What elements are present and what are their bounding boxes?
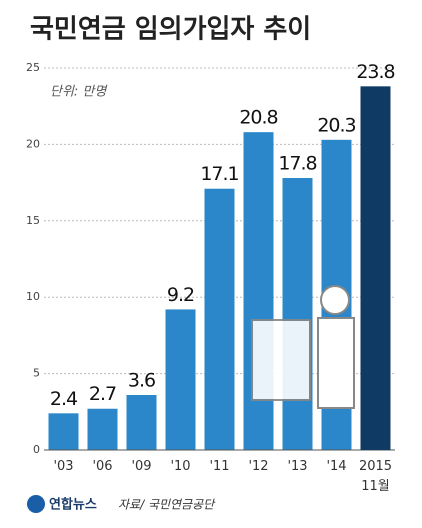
y-tick-label: 25 <box>26 61 40 74</box>
value-label: 2.4 <box>50 388 78 410</box>
value-label: 23.8 <box>356 61 394 83</box>
y-tick-label: 15 <box>26 214 40 227</box>
illustration <box>251 285 355 409</box>
bar <box>48 413 79 450</box>
bar <box>87 408 118 450</box>
bar <box>243 132 274 450</box>
y-tick-label: 10 <box>26 290 40 303</box>
chart-title: 국민연금 임의가입자 추이 <box>30 15 311 45</box>
x-tick-label: '10 <box>170 459 190 474</box>
logo-icon <box>27 495 45 513</box>
y-tick-label: 5 <box>33 367 40 380</box>
x-tick-label: '14 <box>326 459 346 474</box>
value-label: 3.6 <box>128 369 155 391</box>
value-label: 17.1 <box>200 163 238 185</box>
bar <box>204 188 235 450</box>
value-label: 9.2 <box>167 284 194 306</box>
bar <box>165 309 196 450</box>
value-label: 20.8 <box>239 107 277 129</box>
bar <box>360 86 391 450</box>
x-tick-label: '11 <box>209 459 229 474</box>
x-tick-label: '09 <box>131 459 151 474</box>
unit-note: 단위: 만명 <box>50 85 108 100</box>
logo: 연합뉴스 <box>49 497 97 513</box>
x-tick-label: '12 <box>248 459 268 474</box>
value-label: 2.7 <box>89 383 116 405</box>
y-tick-label: 0 <box>33 443 40 456</box>
x-tick-label: '03 <box>53 459 73 474</box>
x-tick-label: 2015 11월 <box>359 459 392 494</box>
x-tick-label: '13 <box>287 459 307 474</box>
bar <box>126 394 157 450</box>
y-tick-label: 20 <box>26 137 40 150</box>
bar <box>282 178 313 451</box>
value-label: 20.3 <box>317 114 355 136</box>
source: 자료/ 국민연금공단 <box>118 498 216 512</box>
x-tick-label: '06 <box>92 459 112 474</box>
value-label: 17.8 <box>278 153 316 175</box>
